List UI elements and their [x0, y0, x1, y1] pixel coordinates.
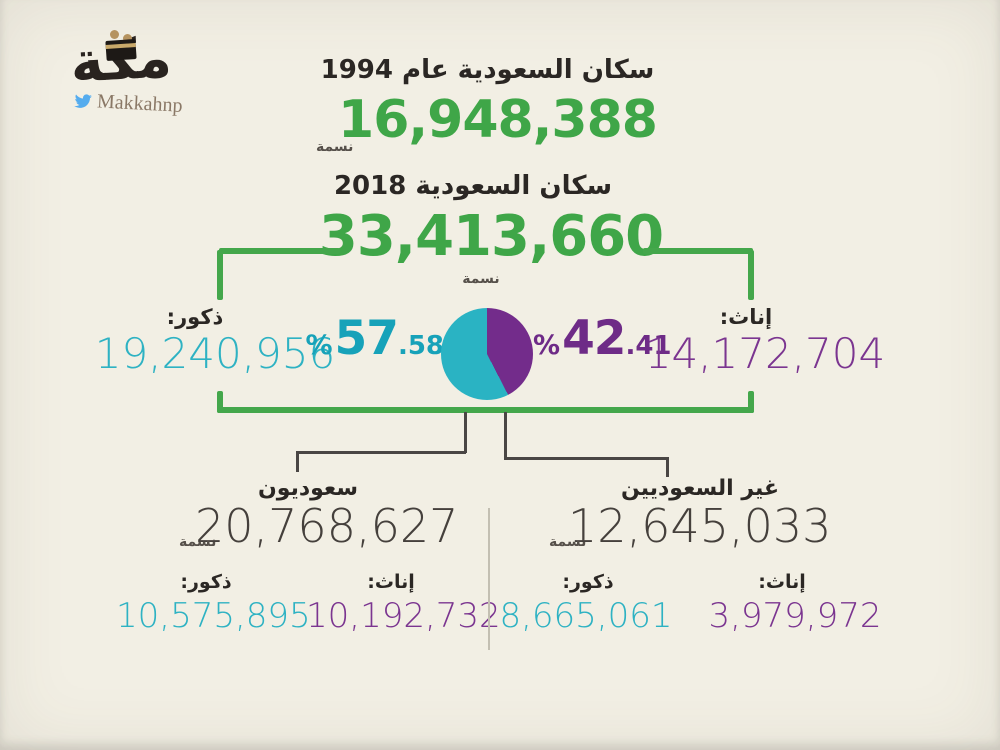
saudis-connector-line	[296, 451, 466, 454]
groups-divider-line	[488, 508, 490, 650]
females-2018-label: إناث:	[719, 305, 773, 329]
saudis-males-label: ذكور:	[180, 571, 232, 593]
saudis-total-value: 20,768,627	[195, 499, 459, 553]
non-saudis-connector-line	[666, 457, 669, 477]
non-saudis-females-label: إناث:	[758, 571, 806, 593]
saudis-males-value: 10,575,895	[116, 596, 311, 636]
population-1994-title: سكان السعودية عام 1994	[320, 55, 655, 85]
females-percent-decimal: .41	[625, 331, 672, 361]
population-1994-value: 16,948,388	[338, 90, 658, 150]
non-saudis-males-value: 8,665,061	[499, 596, 673, 636]
population-2018-unit: نسمة	[462, 271, 500, 287]
males-percentage: % 57 .58	[305, 311, 444, 366]
twitter-handle-row: Makkahnp	[72, 89, 183, 118]
saudis-group-title: سعوديون	[258, 476, 358, 501]
bracket-right-upper-segment	[748, 250, 754, 300]
bracket-left-lower-segment	[217, 391, 223, 413]
non-saudis-connector-line	[504, 457, 668, 460]
bracket-top-right-line	[643, 248, 753, 254]
saudis-total-unit: نسمة	[179, 534, 217, 550]
females-percent-integer: 42	[562, 311, 626, 366]
non-saudis-total-value: 12,645,033	[568, 499, 832, 553]
non-saudis-males-label: ذكور:	[562, 571, 614, 593]
males-percent-integer: 57	[334, 311, 399, 366]
males-percent-decimal: .58	[397, 331, 444, 361]
gender-pie-chart	[441, 308, 533, 400]
non-saudis-group-title: غير السعوديين	[620, 476, 780, 501]
saudis-females-label: إناث:	[367, 571, 415, 593]
non-saudis-total-unit: نسمة	[549, 534, 587, 550]
population-2018-value: 33,413,660	[318, 204, 664, 269]
population-1994-unit: نسمة	[316, 139, 354, 155]
males-2018-value: 19,240,956	[94, 329, 336, 378]
saudis-connector-line	[464, 412, 467, 453]
saudis-connector-line	[296, 451, 299, 472]
non-saudis-connector-line	[504, 412, 507, 459]
bracket-bottom-line	[217, 407, 754, 413]
bracket-top-left-line	[219, 248, 340, 254]
non-saudis-females-value: 3,979,972	[708, 596, 882, 636]
logo-dot-icon	[110, 30, 119, 39]
twitter-bird-icon	[74, 94, 92, 108]
females-2018-value: 14,172,704	[644, 329, 886, 378]
makkah-newspaper-logo: مكة Makkahnp	[48, 16, 208, 116]
saudis-females-value: 10,192,732	[306, 596, 501, 636]
bracket-right-lower-segment	[748, 391, 754, 413]
population-2018-title: سكان السعودية 2018	[333, 171, 613, 201]
percent-sign: %	[305, 330, 333, 361]
males-2018-label: ذكور:	[166, 305, 224, 329]
bracket-left-upper-segment	[217, 250, 223, 300]
females-percentage: % 42 .41	[531, 311, 672, 366]
percent-sign: %	[533, 330, 561, 361]
